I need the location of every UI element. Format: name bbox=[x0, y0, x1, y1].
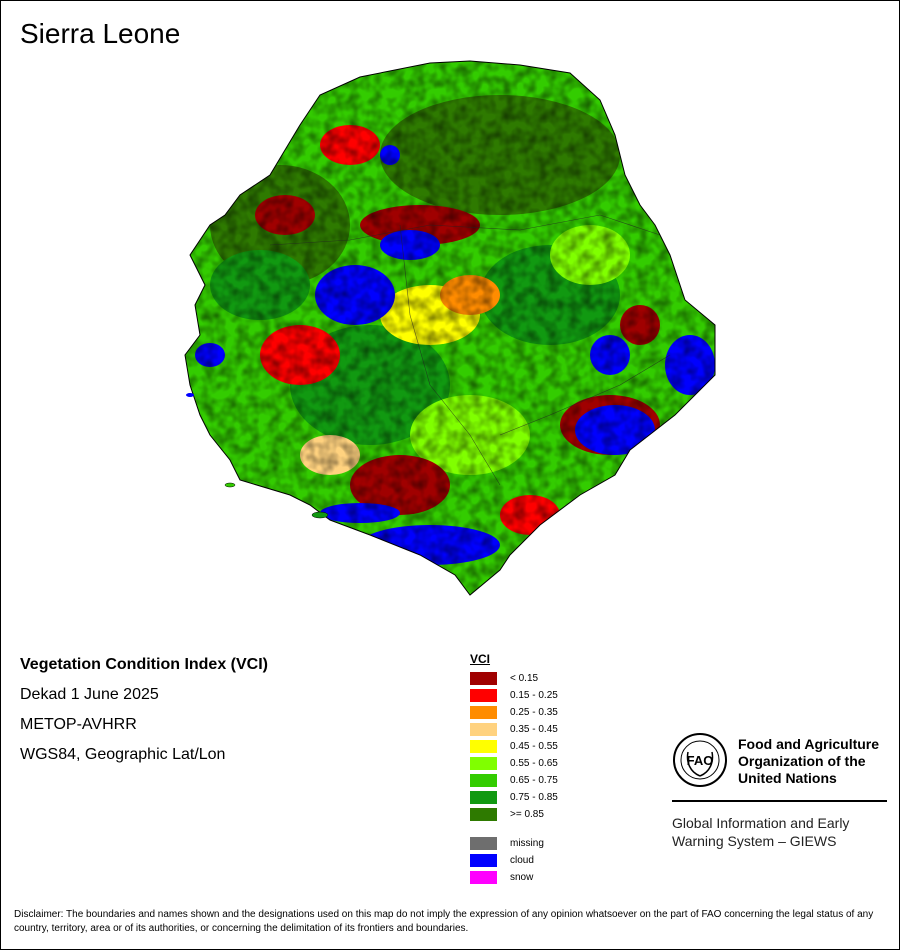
giews-line1: Global Information and Early bbox=[672, 815, 850, 831]
legend-item: snow bbox=[470, 869, 558, 886]
map-info: Vegetation Condition Index (VCI) Dekad 1… bbox=[20, 656, 268, 776]
legend-swatch bbox=[470, 740, 497, 753]
giews-line2: Warning System – GIEWS bbox=[672, 833, 837, 849]
legend-item: 0.15 - 0.25 bbox=[470, 687, 558, 704]
legend-label: 0.65 - 0.75 bbox=[510, 775, 558, 786]
legend-swatch bbox=[470, 706, 497, 719]
fao-name-line3: United Nations bbox=[738, 770, 837, 786]
disclaimer: Disclaimer: The boundaries and names sho… bbox=[14, 909, 874, 934]
legend-item: 0.45 - 0.55 bbox=[470, 738, 558, 755]
sensor-label: METOP-AVHRR bbox=[20, 716, 137, 733]
legend-item: 0.35 - 0.45 bbox=[470, 721, 558, 738]
legend-label: snow bbox=[510, 872, 534, 883]
legend-item: missing bbox=[470, 835, 558, 852]
fao-name: Food and Agriculture Organization of the… bbox=[738, 736, 898, 787]
legend-label: 0.35 - 0.45 bbox=[510, 724, 558, 735]
legend-title: VCI bbox=[470, 652, 491, 666]
fao-logo-icon: FAO bbox=[673, 733, 727, 787]
divider bbox=[672, 800, 887, 802]
legend-label: 0.75 - 0.85 bbox=[510, 792, 558, 803]
legend-label: < 0.15 bbox=[510, 673, 539, 684]
legend-item: >= 0.85 bbox=[470, 806, 558, 823]
district-boundary bbox=[269, 214, 661, 246]
legend-item: 0.25 - 0.35 bbox=[470, 704, 558, 721]
legend-swatch bbox=[470, 689, 497, 702]
legend-swatch bbox=[470, 854, 497, 867]
legend-item: < 0.15 bbox=[470, 670, 558, 687]
projection-label: WGS84, Geographic Lat/Lon bbox=[20, 746, 226, 763]
index-name: Vegetation Condition Index (VCI) bbox=[20, 656, 268, 673]
fao-logo-text: FAO bbox=[687, 753, 714, 768]
legend-swatch bbox=[470, 723, 497, 736]
legend-label: >= 0.85 bbox=[510, 809, 544, 820]
fao-name-line1: Food and Agriculture bbox=[738, 736, 880, 752]
legend-swatch bbox=[470, 774, 497, 787]
map-title: Sierra Leone bbox=[20, 18, 181, 49]
period-label: Dekad 1 June 2025 bbox=[20, 686, 159, 703]
legend-item: cloud bbox=[470, 852, 558, 869]
legend-label: 0.15 - 0.25 bbox=[510, 690, 558, 701]
legend-item: 0.55 - 0.65 bbox=[470, 755, 558, 772]
legend-label: missing bbox=[510, 838, 544, 849]
legend: VCI < 0.15 0.15 - 0.25 0.25 - 0.35 0.35 - 0… bbox=[470, 652, 558, 886]
country-boundary bbox=[184, 60, 716, 596]
legend-label: cloud bbox=[510, 855, 534, 866]
legend-label: 0.55 - 0.65 bbox=[510, 758, 558, 769]
fao-name-line2: Organization of the bbox=[738, 753, 866, 769]
legend-swatch bbox=[470, 837, 497, 850]
legend-item: 0.75 - 0.85 bbox=[470, 789, 558, 806]
vci-map bbox=[184, 60, 716, 596]
legend-swatch bbox=[470, 871, 497, 884]
legend-swatch bbox=[470, 757, 497, 770]
legend-swatch bbox=[470, 808, 497, 821]
legend-label: 0.25 - 0.35 bbox=[510, 707, 558, 718]
giews-label: Global Information and Early Warning Sys… bbox=[672, 814, 892, 850]
legend-swatch bbox=[470, 791, 497, 804]
legend-item: 0.65 - 0.75 bbox=[470, 772, 558, 789]
legend-swatch bbox=[470, 672, 497, 685]
legend-label: 0.45 - 0.55 bbox=[510, 741, 558, 752]
